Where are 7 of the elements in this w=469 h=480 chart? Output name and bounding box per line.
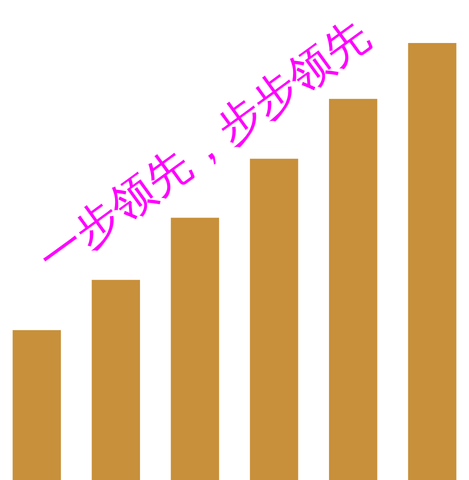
bar xyxy=(329,98,378,480)
bar xyxy=(12,330,61,480)
bar xyxy=(170,218,220,480)
bar xyxy=(408,43,456,480)
bar xyxy=(250,158,298,480)
bar xyxy=(92,280,140,480)
text: 一步领先，步步领先 xyxy=(30,10,379,283)
